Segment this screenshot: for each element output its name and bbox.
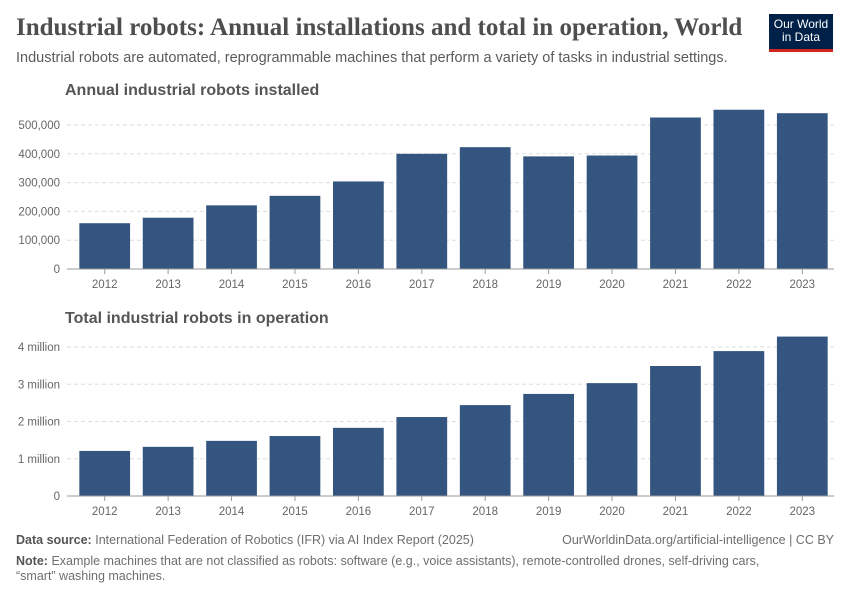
x-tick-label: 2022 <box>726 506 752 518</box>
bar-2014 <box>206 440 257 496</box>
x-tick-label: 2023 <box>789 506 815 518</box>
bar-2015 <box>269 195 321 269</box>
x-tick-label: 2015 <box>282 506 308 518</box>
x-tick-label: 2019 <box>536 279 562 291</box>
x-tick-label: 2018 <box>472 506 498 518</box>
bar-2016 <box>333 181 384 269</box>
x-tick-label: 2016 <box>346 506 372 518</box>
bar-2017 <box>396 417 448 496</box>
y-tick-label: 200,000 <box>18 206 60 218</box>
bar-2020 <box>586 155 638 269</box>
y-tick-label: 0 <box>54 491 60 503</box>
x-tick-label: 2014 <box>219 279 245 291</box>
source-text: International Federation of Robotics (IF… <box>95 533 474 547</box>
source-url-link[interactable]: OurWorldinData.org/artificial-intelligen… <box>562 533 834 547</box>
y-tick-label: 100,000 <box>18 235 60 247</box>
y-tick-label: 300,000 <box>18 178 60 190</box>
bar-2019 <box>523 393 574 496</box>
x-tick-label: 2018 <box>472 279 498 291</box>
bar-2015 <box>269 436 321 496</box>
x-tick-label: 2019 <box>536 506 562 518</box>
owid-logo[interactable]: Our World in Data <box>769 14 833 52</box>
bar-2021 <box>650 365 701 496</box>
note: Note: Example machines that are not clas… <box>16 554 786 584</box>
panel-title: Annual industrial robots installed <box>65 82 319 99</box>
bar-2014 <box>206 205 257 269</box>
x-tick-label: 2015 <box>282 279 308 291</box>
x-tick-label: 2012 <box>92 279 118 291</box>
x-tick-label: 2017 <box>409 506 435 518</box>
bar-2018 <box>459 405 511 496</box>
x-tick-label: 2012 <box>92 506 118 518</box>
y-tick-label: 1 million <box>18 454 60 466</box>
bar-2013 <box>142 446 194 496</box>
bar-2020 <box>586 383 638 496</box>
bar-2021 <box>650 117 701 270</box>
x-tick-label: 2013 <box>155 506 181 518</box>
x-tick-label: 2017 <box>409 279 435 291</box>
y-tick-label: 4 million <box>18 342 60 354</box>
bar-2013 <box>142 217 194 269</box>
x-tick-label: 2013 <box>155 279 181 291</box>
x-tick-label: 2022 <box>726 279 752 291</box>
bar-2019 <box>523 156 574 269</box>
bar-2023 <box>776 336 828 496</box>
x-tick-label: 2020 <box>599 279 625 291</box>
x-tick-label: 2016 <box>346 279 372 291</box>
note-label: Note: <box>16 554 48 568</box>
bar-2022 <box>713 351 765 496</box>
bar-2022 <box>713 109 765 270</box>
panel-title: Total industrial robots in operation <box>65 310 329 327</box>
data-source: Data source: International Federation of… <box>16 533 474 547</box>
source-label: Data source: <box>16 533 92 547</box>
bar-2023 <box>776 113 828 269</box>
x-tick-label: 2020 <box>599 506 625 518</box>
x-tick-label: 2014 <box>219 506 245 518</box>
bar-2012 <box>79 450 131 496</box>
x-tick-label: 2021 <box>663 279 689 291</box>
chart-title: Industrial robots: Annual installations … <box>16 14 743 41</box>
y-tick-label: 400,000 <box>18 149 60 161</box>
bar-2017 <box>396 153 448 269</box>
y-tick-label: 2 million <box>18 417 60 429</box>
bar-2016 <box>333 427 384 496</box>
y-tick-label: 500,000 <box>18 120 60 132</box>
chart-subtitle: Industrial robots are automated, reprogr… <box>16 50 728 66</box>
y-tick-label: 0 <box>54 264 60 276</box>
bar-2012 <box>79 223 131 269</box>
x-tick-label: 2021 <box>663 506 689 518</box>
x-tick-label: 2023 <box>789 279 815 291</box>
y-tick-label: 3 million <box>18 379 60 391</box>
note-text: Example machines that are not classified… <box>16 554 760 583</box>
bar-2018 <box>459 147 511 269</box>
